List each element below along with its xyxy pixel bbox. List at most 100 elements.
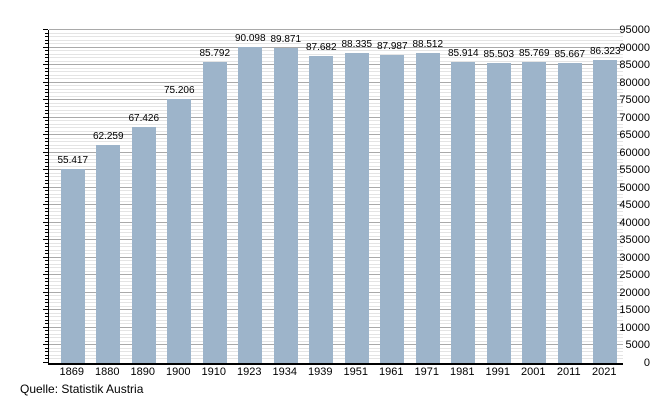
y-tick-label: 75000 <box>619 94 650 106</box>
y-tick-label: 50000 <box>619 182 650 194</box>
major-gridline <box>49 134 623 135</box>
bar-value-label: 86.323 <box>589 46 621 58</box>
y-tick-label: 95000 <box>619 24 650 36</box>
major-tick <box>43 257 48 258</box>
minor-tick <box>45 348 48 349</box>
bar-2021 <box>593 60 618 363</box>
minor-gridline <box>49 302 623 303</box>
bar-1961 <box>380 54 405 363</box>
major-gridline <box>49 327 623 328</box>
minor-gridline <box>49 246 623 247</box>
bar-value-label: 55.417 <box>57 154 89 166</box>
minor-tick <box>45 36 48 37</box>
minor-tick <box>45 295 48 296</box>
bar-slot-1910: 85.792 <box>197 30 233 363</box>
minor-gridline <box>49 124 623 125</box>
minor-tick <box>45 155 48 156</box>
major-tick <box>43 64 48 65</box>
bar-value-label: 85.792 <box>199 48 231 60</box>
major-gridline <box>49 239 623 240</box>
minor-tick <box>45 120 48 121</box>
y-tick-label: 85000 <box>619 59 650 71</box>
minor-gridline <box>49 250 623 251</box>
minor-gridline <box>49 323 623 324</box>
major-tick <box>43 169 48 170</box>
bar-1939 <box>309 55 334 363</box>
bar-slot-1981: 85.914 <box>446 30 482 363</box>
minor-gridline <box>49 285 623 286</box>
major-gridline <box>49 152 623 153</box>
minor-tick <box>45 124 48 125</box>
bar-value-label: 87.682 <box>305 41 337 53</box>
minor-gridline <box>49 243 623 244</box>
minor-tick <box>45 71 48 72</box>
minor-gridline <box>49 232 623 233</box>
major-gridline <box>49 309 623 310</box>
minor-gridline <box>49 218 623 219</box>
y-tick-label: 60000 <box>619 147 650 159</box>
bar-slot-1900: 75.206 <box>162 30 198 363</box>
minor-tick <box>45 215 48 216</box>
minor-gridline <box>49 78 623 79</box>
minor-tick <box>45 50 48 51</box>
major-tick <box>43 327 48 328</box>
minor-gridline <box>49 180 623 181</box>
bar-slot-2021: 86.323 <box>588 30 624 363</box>
y-tick-label: 70000 <box>619 112 650 124</box>
bar-value-label: 87.987 <box>376 40 408 52</box>
major-tick <box>43 47 48 48</box>
plot-area: 55.417 62.259 67.426 75.206 85.792 90.098 89.8… <box>43 29 624 365</box>
minor-tick <box>45 78 48 79</box>
minor-gridline <box>49 141 623 142</box>
minor-gridline <box>49 306 623 307</box>
minor-tick <box>45 197 48 198</box>
bar-value-label: 85.769 <box>518 48 550 60</box>
bar-1869 <box>60 168 85 363</box>
major-tick <box>43 82 48 83</box>
minor-gridline <box>49 190 623 191</box>
minor-tick <box>45 194 48 195</box>
minor-gridline <box>49 320 623 321</box>
bar-2001 <box>522 62 547 363</box>
minor-tick <box>45 341 48 342</box>
y-tick-label: 20000 <box>619 287 650 299</box>
major-gridline <box>49 169 623 170</box>
minor-gridline <box>49 253 623 254</box>
x-tick-label: 1900 <box>166 366 191 378</box>
minor-tick <box>45 89 48 90</box>
bar-1900 <box>167 99 192 363</box>
minor-tick <box>45 211 48 212</box>
bar-slot-1869: 55.417 <box>55 30 91 363</box>
minor-gridline <box>49 162 623 163</box>
bar-slot-2001: 85.769 <box>517 30 553 363</box>
minor-gridline <box>49 334 623 335</box>
minor-gridline <box>49 348 623 349</box>
major-gridline <box>49 222 623 223</box>
minor-tick <box>45 85 48 86</box>
minor-tick <box>45 243 48 244</box>
bar-1991 <box>486 63 511 363</box>
bar-2011 <box>557 62 582 363</box>
minor-tick <box>45 323 48 324</box>
minor-gridline <box>49 50 623 51</box>
bar-slot-1951: 88.335 <box>339 30 375 363</box>
minor-gridline <box>49 176 623 177</box>
major-gridline <box>49 117 623 118</box>
minor-gridline <box>49 201 623 202</box>
major-tick <box>43 134 48 135</box>
minor-gridline <box>49 43 623 44</box>
y-tick-label: 30000 <box>619 252 650 264</box>
minor-gridline <box>49 68 623 69</box>
minor-gridline <box>49 355 623 356</box>
minor-tick <box>45 40 48 41</box>
minor-tick <box>45 358 48 359</box>
minor-tick <box>45 201 48 202</box>
minor-tick <box>45 250 48 251</box>
bar-slot-2011: 85.667 <box>552 30 588 363</box>
minor-gridline <box>49 278 623 279</box>
major-tick <box>43 99 48 100</box>
minor-gridline <box>49 131 623 132</box>
minor-tick <box>45 131 48 132</box>
minor-gridline <box>49 155 623 156</box>
